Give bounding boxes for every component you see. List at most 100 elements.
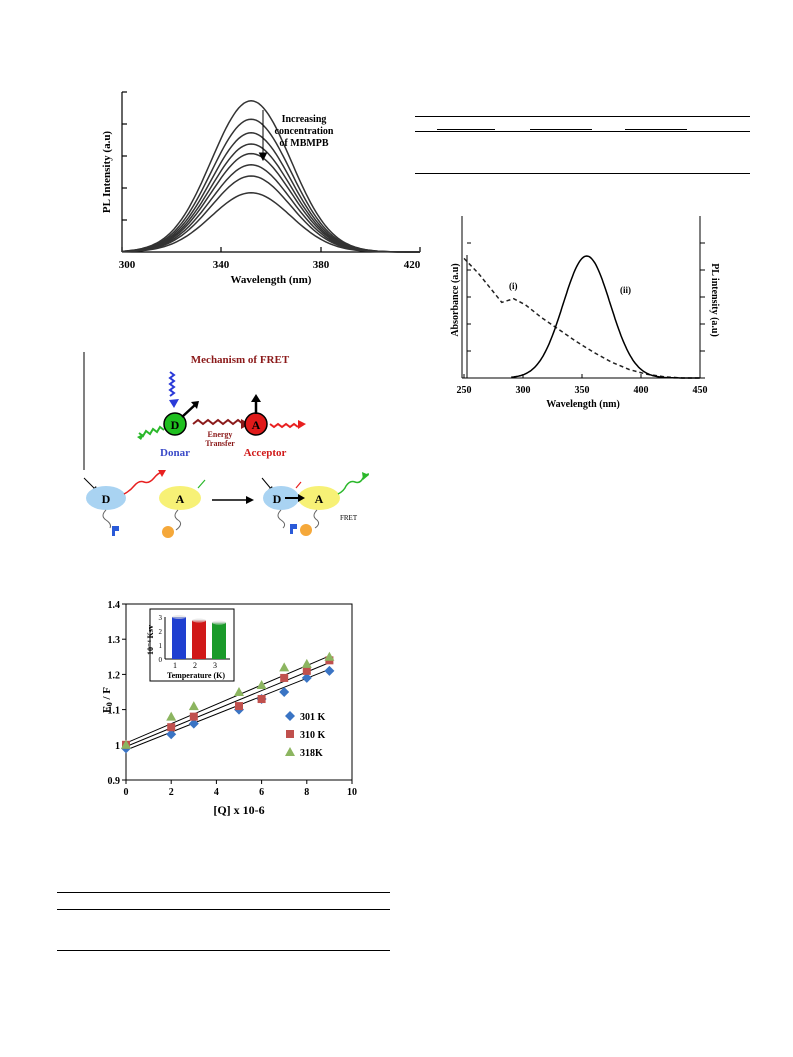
- sv-y-tick-label: 1.1: [108, 706, 121, 717]
- sv-point: [324, 651, 335, 661]
- inset-y-tick-label: 1: [159, 642, 163, 650]
- sv-point: [280, 673, 289, 682]
- inset-x-tick-label: 3: [213, 661, 217, 670]
- donor-probe-emission: [123, 471, 163, 495]
- sv-point: [301, 672, 312, 683]
- sv-point: [188, 701, 199, 711]
- table-rule-top: [57, 892, 390, 893]
- pl-x-tick-label: 300: [119, 259, 136, 271]
- inset-bar: [212, 622, 226, 659]
- inset-y-tick-label: 0: [159, 656, 163, 664]
- pl-annotation-arrow: [258, 110, 268, 162]
- donor-probe: [86, 486, 126, 510]
- donor-binding-site: [112, 526, 119, 536]
- energy-transfer-wave: [192, 418, 244, 426]
- sv-y-tick-label: 1.2: [108, 670, 121, 681]
- acceptor-probe-letter: A: [176, 492, 185, 506]
- overlap-curve-label-ii: (ii): [620, 285, 631, 295]
- absorbance-curve: [463, 257, 700, 379]
- sv-legend-marker: [285, 711, 295, 721]
- donor-letter: D: [171, 418, 180, 432]
- transfer-label: Transfer: [205, 439, 235, 448]
- pl-spectra-chart: 300 340 380 420 Wavelength (nm) PL Inten…: [101, 91, 421, 286]
- acceptor-probe: [159, 486, 201, 510]
- table2-rule-sub: [437, 129, 495, 130]
- table-rule-header: [57, 909, 390, 910]
- donor-circle: [163, 412, 187, 436]
- bound-acceptor: [298, 486, 340, 510]
- pl-annotation: Increasing concentration of MBMPB: [275, 114, 334, 149]
- inset-y-tick-label: 3: [159, 614, 163, 622]
- sv-legend-label: 301 K: [300, 712, 326, 723]
- inset-y-tick-label: 2: [159, 628, 163, 636]
- inset-x-axis-label: Temperature (K): [167, 671, 225, 680]
- overlap-x-tick-label: 250: [457, 385, 472, 396]
- sv-x-tick-label: 4: [214, 787, 219, 798]
- sv-legend-marker: [286, 730, 294, 738]
- pl-axes: [121, 91, 421, 253]
- overlap-x-axis-label: Wavelength (nm): [546, 399, 620, 410]
- overlap-chart: 250 300 350 400 450 Absorbance (a.u) PL inte…: [450, 216, 720, 410]
- inset-bar: [192, 620, 206, 659]
- acceptor-binding-site: [162, 526, 174, 538]
- overlap-x-tick-label: 350: [575, 385, 590, 396]
- sv-y-tick-label: 0.9: [108, 776, 121, 787]
- sv-y-axis-label: F0 / F: [101, 687, 114, 713]
- sv-point: [121, 739, 131, 749]
- inset-x-tick-label: 2: [193, 661, 197, 670]
- donor-probe-letter: D: [102, 492, 111, 506]
- table2-rule-header: [415, 131, 750, 132]
- svg-text:Increasing: Increasing: [282, 114, 327, 125]
- sv-point: [302, 666, 311, 675]
- sv-x-tick-label: 6: [259, 787, 264, 798]
- sv-x-tick-label: 8: [304, 787, 309, 798]
- excitation-wave: [168, 371, 176, 397]
- sv-plot-frame: [125, 603, 353, 781]
- pl-x-tick-label: 420: [404, 259, 421, 271]
- acceptor-letter: A: [252, 418, 261, 432]
- pl-emission-curve: [511, 255, 700, 379]
- overlap-x-tick-label: 300: [516, 385, 531, 396]
- overlap-left-y-label: Absorbance (a.u): [450, 263, 461, 336]
- sv-legend-label: 318K: [300, 748, 323, 759]
- sv-legend-marker: [285, 747, 295, 756]
- pl-curve-3: [121, 132, 420, 253]
- pl-x-tick-label: 380: [313, 259, 330, 271]
- sv-point: [279, 662, 290, 672]
- stern-volmer-chart: 0 2 4 6 8 100.911.11.21.31.4 F0 / F [Q] x 10-…: [101, 600, 357, 817]
- bound-acceptor-letter: A: [315, 492, 324, 506]
- sv-x-axis-label: [Q] x 10-6: [213, 803, 264, 817]
- table2-rule-bottom: [415, 173, 750, 174]
- fret-title: Mechanism of FRET: [191, 354, 290, 366]
- energy-label: Energy: [208, 430, 233, 439]
- sv-point: [257, 695, 266, 704]
- pl-y-axis-label: PL Intensity (a.u): [101, 131, 113, 214]
- sv-fit-line: [125, 655, 330, 744]
- sv-y-tick-label: 1.3: [108, 635, 121, 646]
- inset-x-tick-label: 1: [173, 661, 177, 670]
- sv-x-tick-label: 0: [124, 787, 129, 798]
- table-rule-bottom: [57, 950, 390, 951]
- sv-point: [235, 702, 243, 711]
- pl-curve-8: [121, 192, 420, 253]
- inset-bar: [172, 617, 186, 659]
- overlap-curve-label-i: (i): [509, 281, 518, 291]
- sv-point: [256, 679, 267, 689]
- sv-x-tick-label: 2: [169, 787, 174, 798]
- svg-text:of MBMPB: of MBMPB: [279, 138, 328, 149]
- table2-rule-top: [415, 116, 750, 117]
- inset-y-axis-label: 10⁻⁴ Ksv: [146, 625, 155, 655]
- svg-text:concentration: concentration: [275, 126, 334, 137]
- pl-x-axis-label: Wavelength (nm): [231, 274, 312, 286]
- sv-point: [189, 712, 198, 721]
- fret-label: FRET: [340, 514, 358, 522]
- table2-rule-sub: [625, 129, 687, 130]
- sv-fit-line: [125, 668, 330, 751]
- sv-y-tick-label: 1: [115, 741, 120, 752]
- donor-dipole-arrow: [181, 403, 197, 418]
- bound-donor-letter: D: [273, 492, 282, 506]
- table2-rule-sub: [530, 129, 592, 130]
- pl-curve-1: [121, 100, 420, 253]
- acceptor-emission-wave: [269, 422, 299, 429]
- overlap-right-y-label: PL intensity (a.u): [709, 263, 720, 337]
